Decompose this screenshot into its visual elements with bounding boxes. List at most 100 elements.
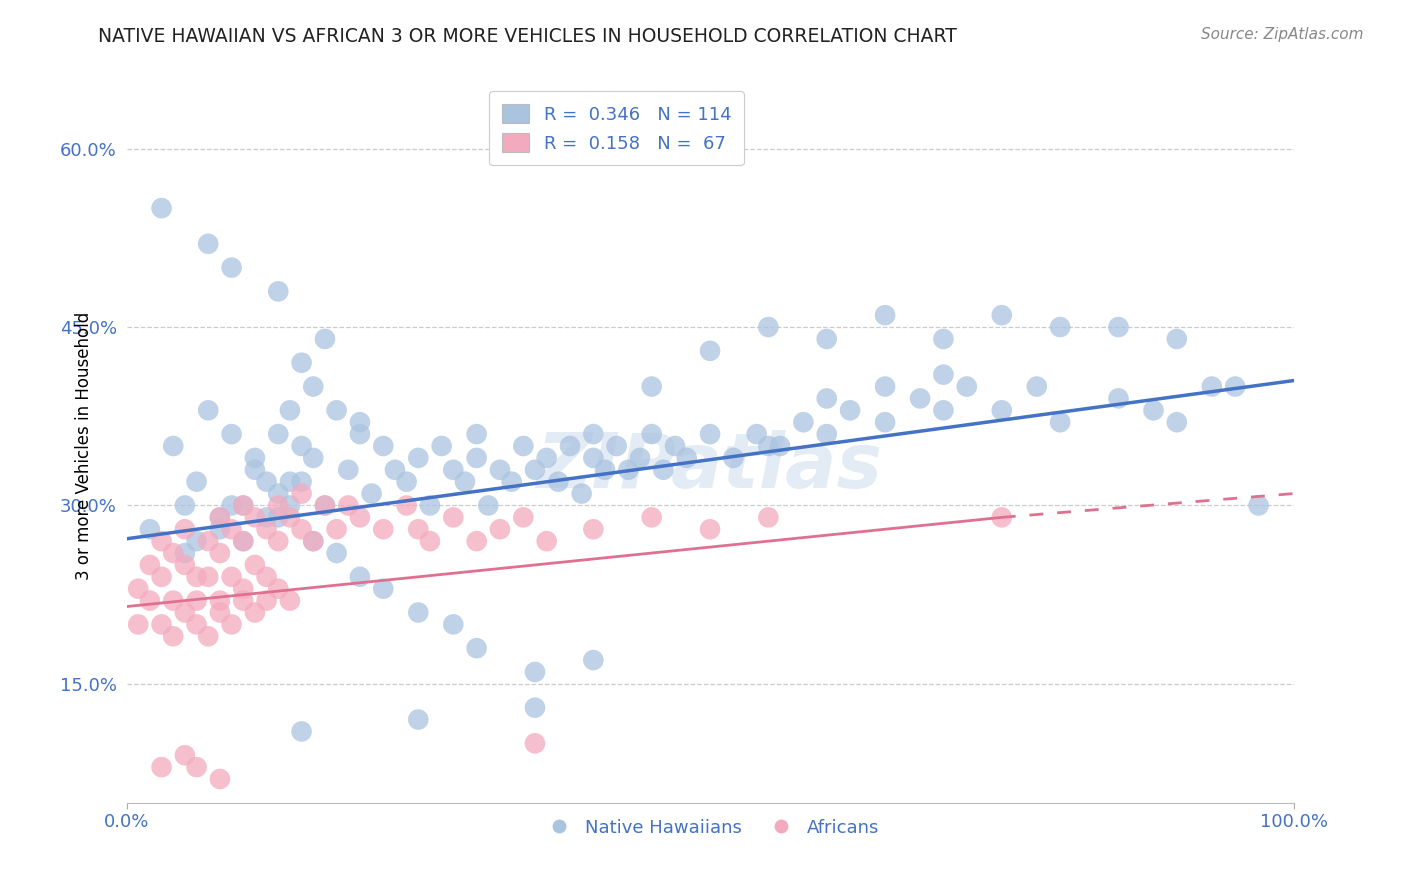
Point xyxy=(267,486,290,500)
Point xyxy=(523,700,546,714)
Point xyxy=(1223,379,1246,393)
Point xyxy=(477,499,499,513)
Point xyxy=(197,534,219,549)
Point xyxy=(174,558,197,572)
Point xyxy=(302,450,325,465)
Point xyxy=(186,760,208,774)
Point xyxy=(536,450,558,465)
Point xyxy=(267,499,290,513)
Point xyxy=(582,450,605,465)
Point xyxy=(314,499,336,513)
Text: Source: ZipAtlas.com: Source: ZipAtlas.com xyxy=(1201,27,1364,42)
Point xyxy=(628,450,651,465)
Point xyxy=(290,486,312,500)
Point xyxy=(208,606,231,620)
Point xyxy=(267,285,290,299)
Point xyxy=(512,439,534,453)
Point xyxy=(302,534,325,549)
Point xyxy=(174,748,197,763)
Point xyxy=(197,236,219,251)
Point xyxy=(221,522,243,536)
Point xyxy=(675,450,697,465)
Point xyxy=(186,475,208,489)
Point xyxy=(792,415,814,429)
Point xyxy=(990,308,1012,322)
Point xyxy=(373,522,395,536)
Point xyxy=(1142,403,1164,417)
Point xyxy=(162,439,184,453)
Point xyxy=(256,593,278,607)
Point xyxy=(267,510,290,524)
Point xyxy=(150,534,173,549)
Point xyxy=(290,475,312,489)
Point xyxy=(641,379,664,393)
Point xyxy=(243,606,266,620)
Point xyxy=(325,403,347,417)
Point xyxy=(208,772,231,786)
Point xyxy=(1247,499,1270,513)
Point xyxy=(349,570,371,584)
Point xyxy=(174,522,197,536)
Point xyxy=(290,522,312,536)
Point xyxy=(465,641,488,656)
Point xyxy=(408,606,430,620)
Point xyxy=(745,427,768,442)
Point xyxy=(232,499,254,513)
Point xyxy=(290,439,312,453)
Point xyxy=(384,463,406,477)
Point xyxy=(337,499,360,513)
Point xyxy=(990,510,1012,524)
Point xyxy=(186,617,208,632)
Point xyxy=(150,570,173,584)
Point xyxy=(150,617,173,632)
Point xyxy=(221,260,243,275)
Point xyxy=(243,510,266,524)
Point xyxy=(314,332,336,346)
Point xyxy=(243,558,266,572)
Point xyxy=(408,713,430,727)
Point xyxy=(454,475,477,489)
Point xyxy=(815,427,838,442)
Point xyxy=(756,510,779,524)
Point xyxy=(221,617,243,632)
Point xyxy=(617,463,640,477)
Point xyxy=(232,593,254,607)
Point xyxy=(232,499,254,513)
Point xyxy=(221,570,243,584)
Point xyxy=(349,510,371,524)
Point xyxy=(652,463,675,477)
Point xyxy=(208,522,231,536)
Point xyxy=(256,522,278,536)
Point xyxy=(208,510,231,524)
Point xyxy=(373,582,395,596)
Text: ZIPatlas: ZIPatlas xyxy=(537,431,883,504)
Point xyxy=(523,736,546,750)
Point xyxy=(325,522,347,536)
Point xyxy=(558,439,581,453)
Legend: Native Hawaiians, Africans: Native Hawaiians, Africans xyxy=(534,812,886,844)
Point xyxy=(1108,392,1130,406)
Point xyxy=(756,320,779,334)
Point xyxy=(373,439,395,453)
Point xyxy=(232,582,254,596)
Point xyxy=(139,522,162,536)
Point xyxy=(875,308,897,322)
Point xyxy=(267,534,290,549)
Point xyxy=(395,475,418,489)
Point xyxy=(302,379,325,393)
Point xyxy=(197,403,219,417)
Point xyxy=(441,463,464,477)
Point xyxy=(278,403,301,417)
Point xyxy=(699,427,721,442)
Point xyxy=(1025,379,1047,393)
Point xyxy=(186,534,208,549)
Point xyxy=(419,534,441,549)
Point xyxy=(127,582,149,596)
Point xyxy=(186,593,208,607)
Point xyxy=(174,546,197,560)
Point xyxy=(641,427,664,442)
Point xyxy=(360,486,382,500)
Point xyxy=(582,653,605,667)
Point xyxy=(197,629,219,643)
Point xyxy=(139,558,162,572)
